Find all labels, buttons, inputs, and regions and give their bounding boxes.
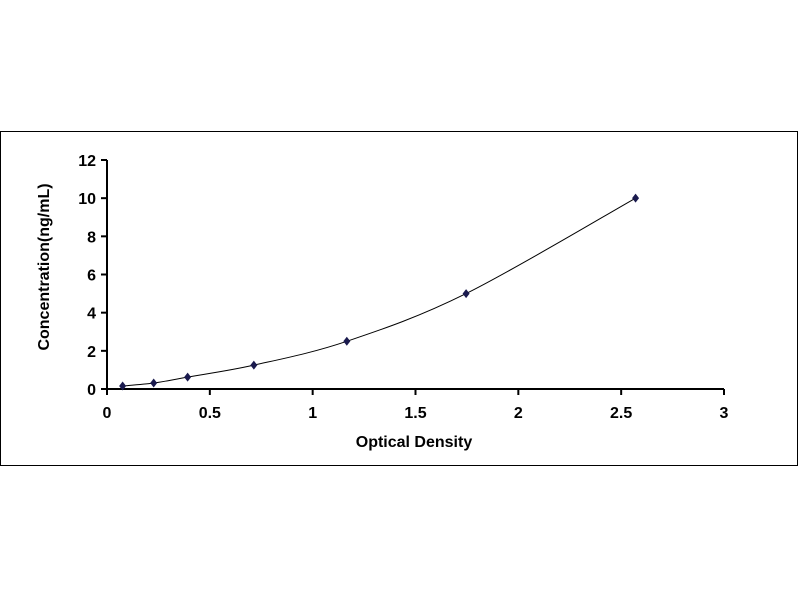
x-ticks: 0 0.5 1 1.5 2 2.5 3 <box>103 389 729 422</box>
y-tick-label: 10 <box>78 191 96 208</box>
data-point <box>184 372 192 382</box>
chart-frame <box>0 131 798 466</box>
y-tick-label: 8 <box>87 229 96 246</box>
data-point <box>119 381 127 391</box>
y-tick-label: 2 <box>87 344 96 361</box>
x-tick-label: 0.5 <box>199 405 221 422</box>
x-axis-label: Optical Density <box>356 434 473 451</box>
y-ticks: 0 2 4 6 8 10 12 <box>78 153 107 399</box>
axes <box>106 160 724 390</box>
x-tick-label: 0 <box>103 405 112 422</box>
fit-curve <box>122 197 636 387</box>
x-tick-label: 1 <box>308 405 317 422</box>
y-tick-label: 4 <box>87 306 96 323</box>
x-tick-label: 3 <box>720 405 729 422</box>
data-point <box>250 360 258 370</box>
data-point <box>632 193 640 203</box>
x-tick-label: 2 <box>514 405 523 422</box>
data-point <box>462 289 470 299</box>
data-point <box>150 378 158 388</box>
y-axis-label: Concentration(ng/mL) <box>36 183 53 350</box>
data-points <box>119 193 640 391</box>
x-tick-label: 1.5 <box>404 405 426 422</box>
x-tick-label: 2.5 <box>610 405 632 422</box>
y-tick-label: 0 <box>87 382 96 399</box>
y-tick-label: 6 <box>87 268 96 285</box>
y-tick-label: 12 <box>78 153 96 170</box>
data-point <box>343 336 351 346</box>
